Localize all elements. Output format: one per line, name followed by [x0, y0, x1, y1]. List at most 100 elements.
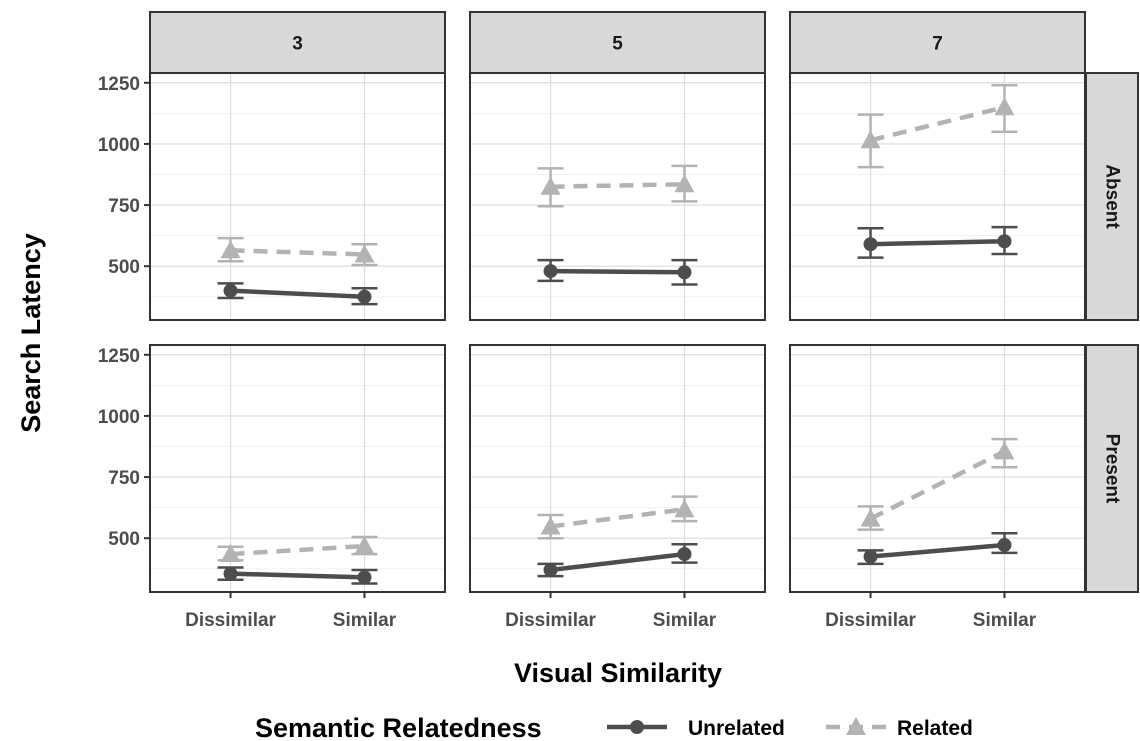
data-point	[357, 289, 372, 304]
legend-item-related: Related	[826, 717, 973, 740]
series-line	[230, 571, 365, 580]
series-line	[230, 288, 365, 300]
data-point	[354, 536, 375, 555]
series-line	[550, 551, 685, 573]
y-tick-label: 1250	[98, 74, 140, 95]
row-strip-label: Absent	[1102, 164, 1123, 229]
series-related-panel-3-present	[217, 535, 378, 563]
column-strip-label: 5	[612, 34, 623, 55]
data-point	[860, 508, 881, 527]
x-tick-label: Similar	[333, 610, 397, 631]
series-unrelated-panel-5-present	[537, 543, 698, 578]
series-related-panel-5-absent	[537, 164, 698, 208]
data-point	[674, 174, 695, 193]
data-point	[543, 264, 558, 279]
x-tick-label: Similar	[973, 610, 1037, 631]
column-strip-label: 7	[932, 34, 943, 55]
x-axis-title: Visual Similarity	[514, 658, 722, 688]
series-line	[870, 239, 1005, 247]
row-strip-label: Present	[1102, 434, 1123, 504]
panel-border	[789, 344, 1086, 593]
data-point	[543, 562, 558, 577]
series-related-panel-3-absent	[217, 236, 378, 267]
data-point	[994, 97, 1015, 116]
strip-background	[149, 11, 446, 74]
panel-border	[149, 72, 446, 321]
x-tick-label: Dissimilar	[505, 610, 596, 631]
y-axis-title: Search Latency	[16, 233, 46, 433]
data-point	[674, 499, 695, 518]
y-tick-label: 500	[108, 257, 140, 278]
y-tick-label: 1000	[98, 135, 140, 156]
legend-label: Unrelated	[688, 717, 785, 740]
panel-7-present	[789, 344, 1086, 593]
data-point	[860, 130, 881, 149]
y-tick-label: 750	[108, 468, 140, 489]
data-point	[540, 176, 561, 195]
strip-background	[1085, 344, 1139, 593]
x-tick-label: Dissimilar	[185, 610, 276, 631]
y-tick-label: 1000	[98, 407, 140, 428]
panel-7-absent	[789, 72, 1086, 321]
series-related-panel-7-absent	[857, 83, 1018, 169]
series-unrelated-panel-3-absent	[217, 282, 378, 306]
column-strip-5: 5	[469, 11, 766, 74]
series-unrelated-panel-3-present	[217, 566, 378, 585]
data-point	[540, 516, 561, 535]
data-point	[220, 544, 241, 563]
panel-background	[790, 73, 1085, 320]
data-point	[997, 234, 1012, 249]
data-point	[997, 538, 1012, 553]
series-line	[869, 449, 1006, 521]
row-strip-present: Present	[1085, 344, 1139, 593]
data-point	[223, 566, 238, 581]
panel-background	[470, 73, 765, 320]
data-point	[863, 237, 878, 252]
strip-background	[469, 11, 766, 74]
panel-3-absent	[149, 72, 446, 321]
y-tick-label: 750	[108, 196, 140, 217]
legend-key-marker	[846, 717, 866, 735]
panel-border	[469, 72, 766, 321]
strip-background	[1085, 72, 1139, 321]
row-strip-absent: Absent	[1085, 72, 1139, 321]
panel-5-absent	[469, 72, 766, 321]
panel-background	[150, 345, 445, 592]
series-unrelated-panel-5-absent	[537, 258, 698, 286]
data-point	[223, 283, 238, 298]
panel-border	[469, 344, 766, 593]
legend-title: Semantic Relatedness	[255, 713, 542, 741]
data-point	[677, 547, 692, 562]
panel-background	[790, 345, 1085, 592]
x-tick-label: Dissimilar	[825, 610, 916, 631]
legend-key-marker	[630, 720, 644, 734]
panel-3-present	[149, 344, 446, 593]
legend-items: Unrelated Related	[607, 717, 973, 740]
series-line	[550, 268, 685, 275]
column-strip-label: 3	[292, 34, 303, 55]
strip-background	[789, 11, 1086, 74]
legend: Semantic Relatedness Unrelated Related	[255, 713, 973, 741]
series-line	[870, 542, 1005, 559]
panel-background	[150, 73, 445, 320]
legend-label: Related	[897, 717, 973, 740]
data-point	[354, 244, 375, 263]
data-point	[677, 265, 692, 280]
series-related-panel-5-present	[537, 495, 698, 540]
data-point	[357, 570, 372, 585]
data-point	[994, 441, 1015, 460]
series-unrelated-panel-7-present	[857, 532, 1018, 566]
panel-border	[149, 344, 446, 593]
column-strip-3: 3	[149, 11, 446, 74]
y-tick-label: 500	[108, 529, 140, 550]
y-tick-label: 1250	[98, 346, 140, 367]
data-point	[220, 240, 241, 259]
panel-5-present	[469, 344, 766, 593]
panel-background	[470, 345, 765, 592]
series-related-panel-7-present	[857, 437, 1018, 531]
data-point	[863, 549, 878, 564]
legend-item-unrelated: Unrelated	[607, 717, 785, 740]
x-tick-label: Similar	[653, 610, 717, 631]
panel-border	[789, 72, 1086, 321]
